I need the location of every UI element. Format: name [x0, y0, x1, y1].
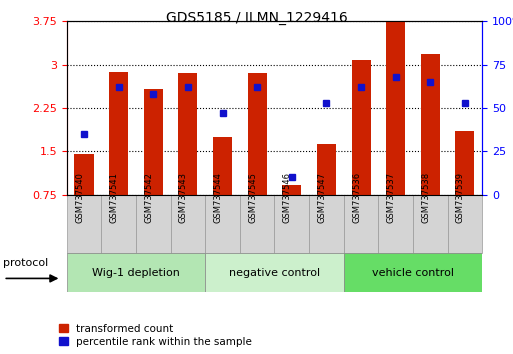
Bar	[309, 195, 344, 253]
Bar	[386, 21, 405, 195]
Bar	[351, 60, 370, 195]
Text: GDS5185 / ILMN_1229416: GDS5185 / ILMN_1229416	[166, 11, 347, 25]
Bar	[274, 195, 309, 253]
Bar	[213, 137, 232, 195]
Text: GSM737538: GSM737538	[421, 172, 430, 223]
Text: Wig-1 depletion: Wig-1 depletion	[92, 268, 180, 278]
Bar	[317, 144, 336, 195]
Bar	[67, 195, 101, 253]
Text: protocol: protocol	[3, 258, 49, 268]
Bar	[413, 195, 447, 253]
Text: GSM737542: GSM737542	[144, 172, 153, 223]
Text: GSM737545: GSM737545	[248, 172, 257, 223]
Text: GSM737536: GSM737536	[352, 172, 361, 223]
Text: GSM737541: GSM737541	[110, 172, 119, 223]
Text: GSM737544: GSM737544	[213, 172, 223, 223]
Bar	[240, 195, 274, 253]
Bar	[344, 195, 378, 253]
Bar	[421, 54, 440, 195]
Bar	[248, 73, 267, 195]
Bar	[144, 89, 163, 195]
Bar	[136, 195, 170, 253]
Text: GSM737547: GSM737547	[318, 172, 326, 223]
Bar	[456, 131, 475, 195]
Bar	[205, 253, 344, 292]
Bar	[179, 73, 198, 195]
Text: GSM737537: GSM737537	[387, 172, 396, 223]
Bar	[101, 195, 136, 253]
Bar	[447, 195, 482, 253]
Bar	[109, 72, 128, 195]
Bar	[344, 253, 482, 292]
Text: GSM737546: GSM737546	[283, 172, 292, 223]
Text: GSM737539: GSM737539	[456, 172, 465, 223]
Text: vehicle control: vehicle control	[372, 268, 454, 278]
Bar	[74, 154, 93, 195]
Bar	[205, 195, 240, 253]
Bar	[282, 185, 301, 195]
Bar	[170, 195, 205, 253]
Legend: transformed count, percentile rank within the sample: transformed count, percentile rank withi…	[56, 321, 254, 349]
Bar	[378, 195, 413, 253]
Text: GSM737540: GSM737540	[75, 172, 84, 223]
Text: GSM737543: GSM737543	[179, 172, 188, 223]
Text: negative control: negative control	[229, 268, 320, 278]
Bar	[67, 253, 205, 292]
